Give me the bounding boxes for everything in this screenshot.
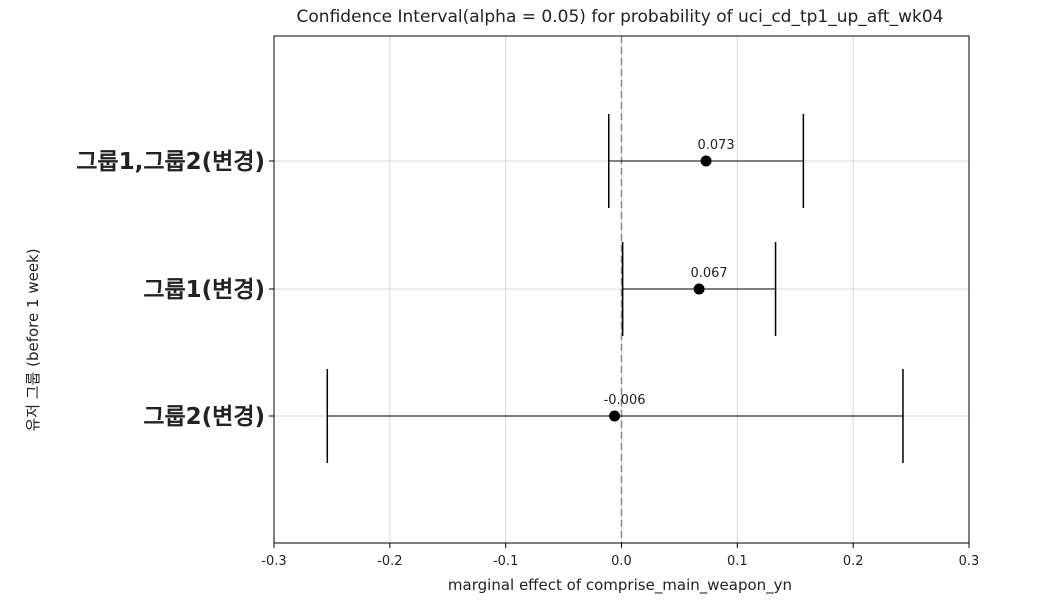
estimate-label: 0.073 xyxy=(697,138,734,153)
x-tick-label: 0.2 xyxy=(843,554,864,569)
x-tick-label: -0.3 xyxy=(261,554,286,569)
estimate-point xyxy=(693,283,705,295)
y-axis-label: 유저 그룹 (before 1 week) xyxy=(24,248,42,431)
y-tick-label: 그룹1(변경) xyxy=(143,277,265,303)
y-axis-ticks: 그룹1,그룹2(변경) 그룹1(변경) 그룹2(변경) xyxy=(76,149,274,430)
estimate-point xyxy=(609,410,621,422)
y-tick-label: 그룹2(변경) xyxy=(143,404,265,430)
series-layer: 0.073 0.067 -0.006 xyxy=(326,114,904,463)
estimate-label: -0.006 xyxy=(604,393,646,408)
x-tick-label: 0.3 xyxy=(959,554,980,569)
x-tick-label: -0.1 xyxy=(493,554,518,569)
x-tick-label: 0.0 xyxy=(611,554,632,569)
x-axis-label: marginal effect of comprise_main_weapon_… xyxy=(448,576,792,595)
x-axis-ticks: -0.3 -0.2 -0.1 0.0 0.1 0.2 0.3 xyxy=(261,543,979,569)
x-tick-label: -0.2 xyxy=(377,554,402,569)
chart-title: Confidence Interval(alpha = 0.05) for pr… xyxy=(297,7,944,27)
y-tick-label: 그룹1,그룹2(변경) xyxy=(76,149,265,175)
x-tick-label: 0.1 xyxy=(727,554,748,569)
estimate-point xyxy=(700,155,712,167)
estimate-label: 0.067 xyxy=(690,266,727,281)
